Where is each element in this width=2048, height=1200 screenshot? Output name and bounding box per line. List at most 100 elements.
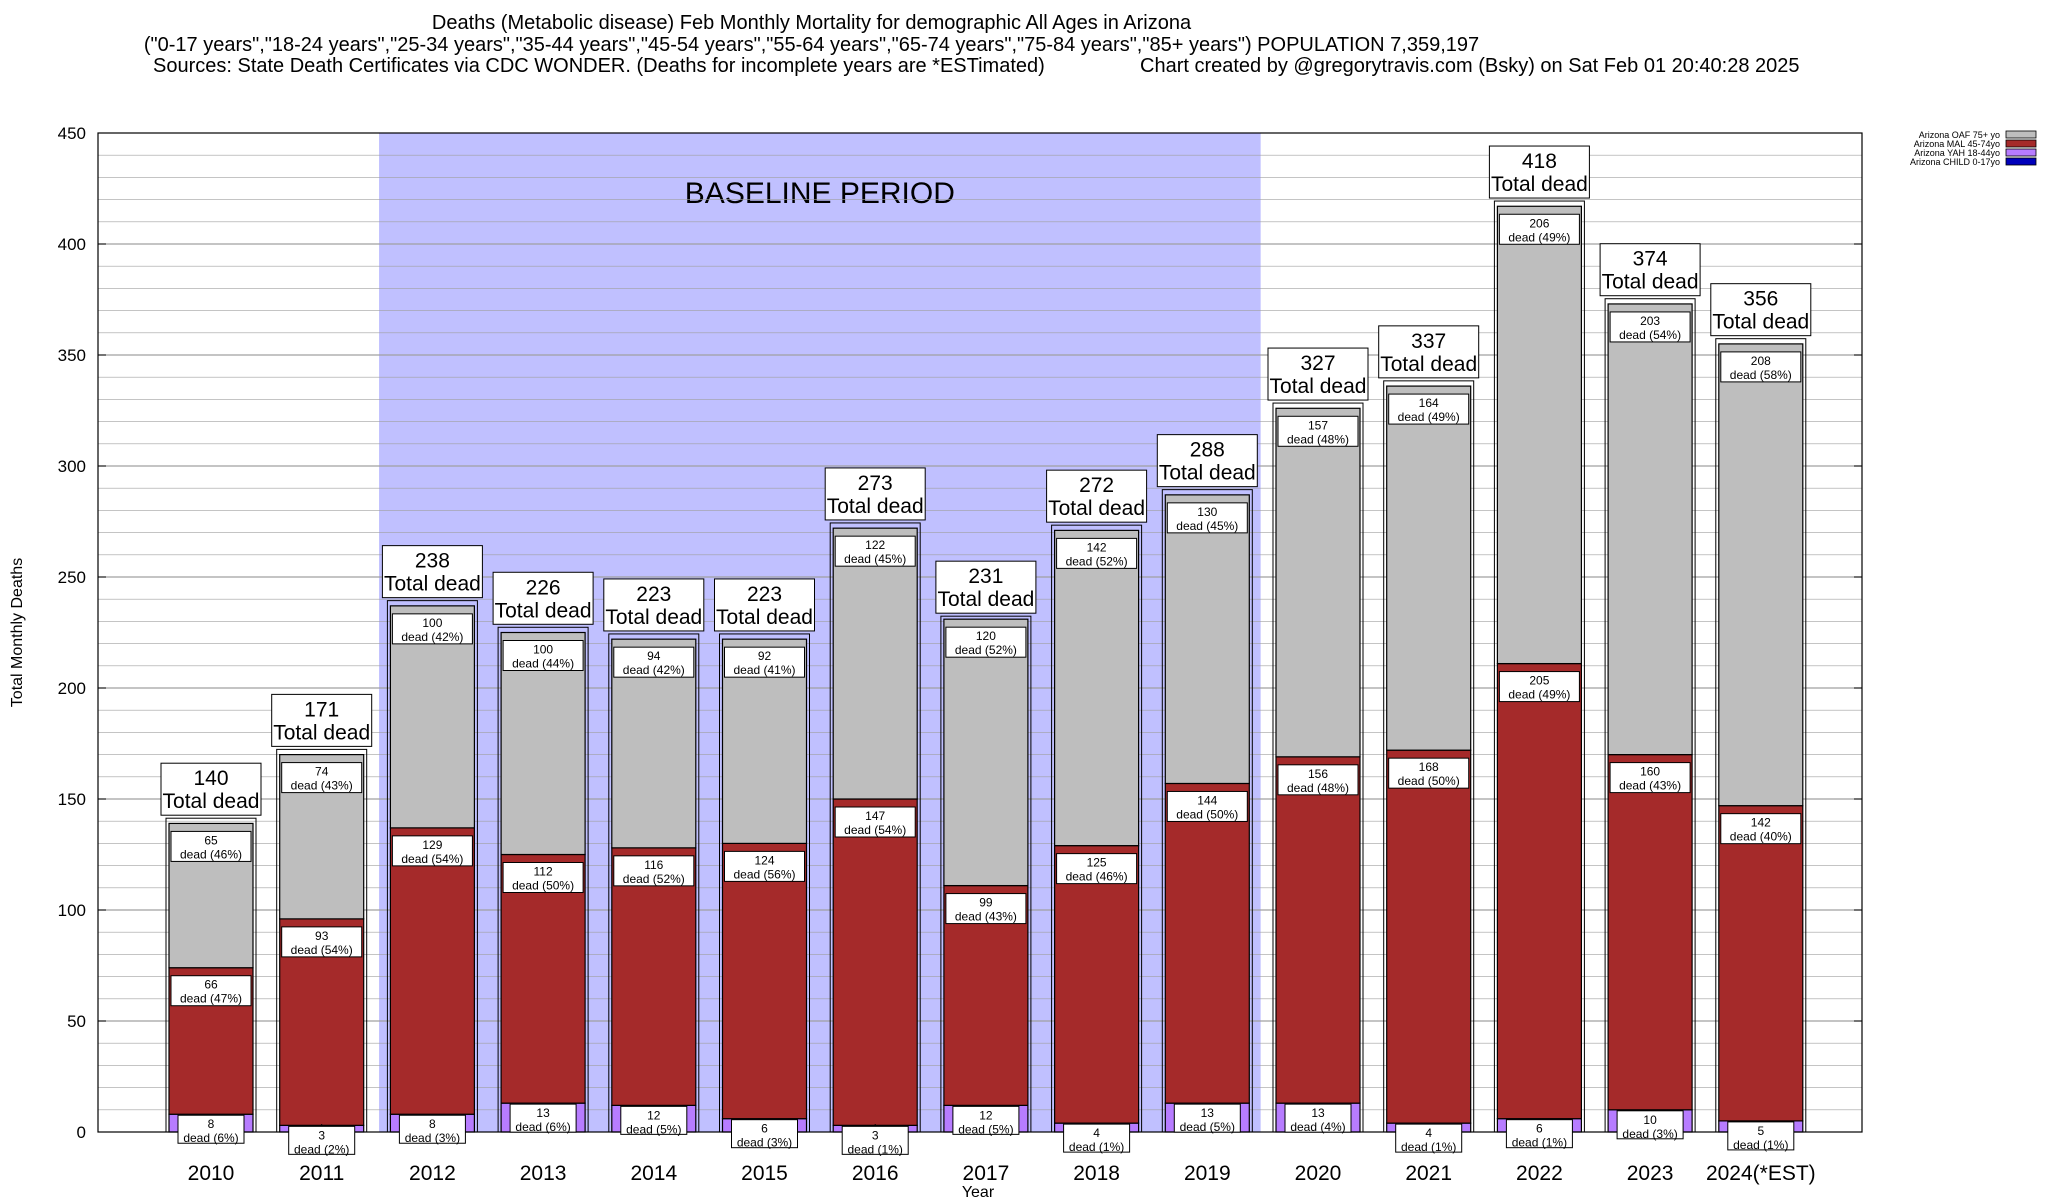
- x-tick-label: 2021: [1405, 1162, 1452, 1185]
- oaf-label-pct: dead (46%): [180, 847, 242, 861]
- oaf-label-box: [1388, 393, 1470, 425]
- total-label-pct: Total dead: [384, 573, 481, 596]
- mal-label-box: [1720, 813, 1802, 845]
- yah-label-pct: dead (3%): [1622, 1127, 1677, 1141]
- total-label-pct: Total dead: [163, 790, 260, 813]
- mal-label-pct: dead (56%): [733, 867, 795, 881]
- mal-label-count: 147: [865, 809, 885, 823]
- legend-label: Arizona CHILD 0-17yo: [1910, 157, 2000, 167]
- total-label-box: [1488, 145, 1590, 199]
- y-tick-label: 450: [58, 124, 86, 143]
- total-label-count: 223: [747, 583, 782, 606]
- total-label-box: [1378, 325, 1480, 379]
- y-axis-label: Total Monthly Deaths: [9, 558, 26, 707]
- bar-segment: [1164, 494, 1250, 785]
- mal-label-count: 142: [1751, 816, 1771, 830]
- oaf-label-box: [1277, 415, 1359, 447]
- oaf-label-count: 120: [976, 629, 996, 643]
- mal-label-pct: dead (54%): [401, 852, 463, 866]
- oaf-label-pct: dead (42%): [623, 663, 685, 677]
- chart-title: Deaths (Metabolic disease) Feb Monthly M…: [431, 12, 1192, 34]
- total-label-box: [714, 578, 815, 632]
- yah-label-box: [177, 1114, 245, 1144]
- legend-swatch: [2005, 139, 2037, 148]
- mal-label-box: [1056, 853, 1138, 885]
- baseline-annotation: BASELINE PERIOD: [685, 177, 955, 210]
- yah-label-box: [841, 1125, 909, 1155]
- oaf-label-box: [945, 626, 1027, 658]
- x-tick-label: 2014: [630, 1162, 677, 1185]
- total-label-pct: Total dead: [1380, 353, 1477, 376]
- bar-segment: [1718, 343, 1804, 807]
- total-label-pct: Total dead: [1159, 462, 1256, 485]
- yah-label-count: 6: [761, 1122, 768, 1136]
- bar-segment: [1496, 662, 1583, 1120]
- oaf-label-pct: dead (49%): [1508, 230, 1570, 244]
- oaf-label-count: 100: [422, 616, 442, 630]
- yah-label-box: [288, 1125, 356, 1155]
- y-tick-label: 0: [77, 1123, 86, 1142]
- mal-label-pct: dead (48%): [1287, 781, 1349, 795]
- x-tick-label: 2010: [188, 1162, 235, 1185]
- total-label-count: 140: [193, 767, 228, 790]
- total-label-count: 226: [526, 576, 561, 599]
- total-label-count: 327: [1300, 352, 1335, 375]
- bar-segment: [611, 847, 697, 1106]
- total-label-box: [1046, 469, 1148, 523]
- yah-label-pct: dead (1%): [1512, 1136, 1567, 1150]
- oaf-label-pct: dead (42%): [401, 630, 463, 644]
- chart-subtitle: ("0-17 years","18-24 years","25-34 years…: [143, 34, 1480, 56]
- bar-segment: [832, 798, 918, 1126]
- total-label-count: 171: [304, 698, 339, 721]
- mal-label-box: [1388, 757, 1470, 789]
- total-label-box: [271, 693, 373, 747]
- oaf-label-pct: dead (45%): [1176, 519, 1238, 533]
- y-tick-label: 100: [58, 901, 86, 920]
- oaf-label-count: 157: [1308, 418, 1328, 432]
- total-label-count: 273: [858, 472, 893, 495]
- y-tick-label: 400: [58, 235, 86, 254]
- yah-label-pct: dead (1%): [1733, 1138, 1788, 1152]
- chart-sources: Sources: State Death Certificates via CD…: [153, 55, 1045, 77]
- oaf-label-count: 206: [1529, 216, 1549, 230]
- yah-label-pct: dead (5%): [1180, 1120, 1235, 1134]
- yah-label-box: [952, 1105, 1020, 1135]
- mal-label-box: [502, 862, 584, 893]
- oaf-label-pct: dead (44%): [512, 657, 574, 671]
- yah-label-count: 13: [1311, 1106, 1325, 1120]
- yah-label-count: 12: [647, 1108, 661, 1122]
- oaf-label-pct: dead (54%): [1619, 328, 1681, 342]
- mal-label-count: 112: [534, 865, 553, 879]
- oaf-label-box: [1166, 502, 1248, 534]
- yah-label-box: [1173, 1103, 1241, 1133]
- total-label-count: 337: [1411, 330, 1446, 353]
- yah-label-box: [1727, 1121, 1795, 1151]
- x-tick-label: 2012: [409, 1162, 456, 1185]
- bar-segment: [721, 842, 808, 1120]
- yah-label-pct: dead (1%): [1069, 1140, 1124, 1154]
- mal-label-count: 144: [1197, 793, 1217, 807]
- x-tick-label: 2023: [1627, 1162, 1674, 1185]
- total-label-count: 374: [1633, 248, 1668, 271]
- oaf-label-count: 142: [1087, 540, 1107, 554]
- oaf-label-pct: dead (41%): [733, 663, 795, 677]
- yah-label-count: 6: [1536, 1122, 1543, 1136]
- yah-label-box: [398, 1114, 466, 1144]
- oaf-label-count: 100: [533, 643, 553, 657]
- x-tick-label: 2016: [852, 1162, 899, 1185]
- axes-layer: 0 50 100 150 200 250 300 350 400 450 Total Monthly…: [9, 124, 1862, 1200]
- mal-label-pct: dead (46%): [1066, 870, 1128, 884]
- x-tick-label: 2011: [299, 1162, 344, 1185]
- total-label-pct: Total dead: [1602, 271, 1699, 294]
- total-label-count: 272: [1079, 474, 1114, 497]
- x-tick-label: 2013: [520, 1162, 567, 1185]
- oaf-label-count: 92: [758, 649, 772, 663]
- mal-label-box: [724, 850, 805, 882]
- total-label-pct: Total dead: [273, 721, 370, 744]
- total-label-pct: Total dead: [1048, 497, 1145, 520]
- oaf-label-count: 65: [204, 833, 218, 847]
- mal-label-count: 93: [315, 929, 329, 943]
